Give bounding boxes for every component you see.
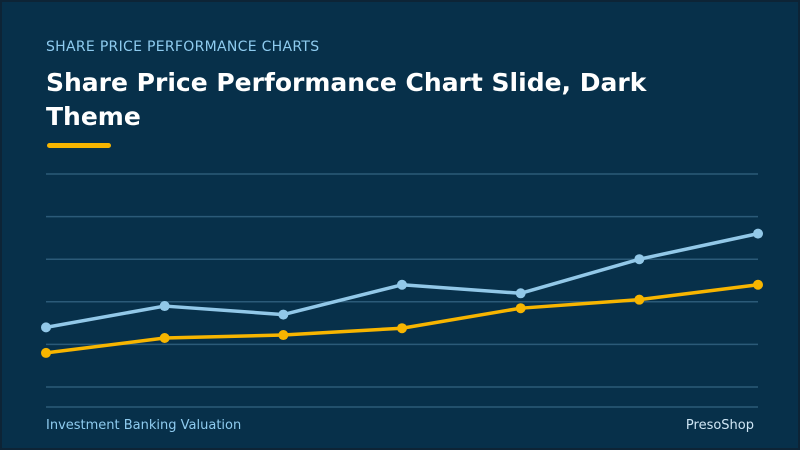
chart-gridlines bbox=[46, 173, 758, 408]
slide-eyebrow: SHARE PRICE PERFORMANCE CHARTS bbox=[46, 39, 320, 55]
footer-left-label: Investment Banking Valuation bbox=[46, 418, 242, 433]
footer-brand: PresoShop bbox=[685, 418, 754, 433]
series-1-point-4 bbox=[397, 279, 407, 290]
series-2-point-6 bbox=[634, 294, 645, 305]
series-2-point-2 bbox=[159, 333, 170, 344]
series-1-point-6 bbox=[634, 254, 645, 265]
title-accent-bar bbox=[47, 143, 111, 148]
series-1-point-1 bbox=[41, 322, 51, 333]
series-2-point-7 bbox=[753, 279, 763, 290]
series-1-point-2 bbox=[159, 301, 170, 312]
series-1-point-7 bbox=[753, 228, 763, 239]
slide-title: Share Price Performance Chart Slide, Dar… bbox=[46, 68, 647, 131]
series-2-point-5 bbox=[515, 303, 526, 314]
chart-series bbox=[41, 228, 763, 358]
series-2-point-3 bbox=[278, 330, 289, 341]
series-line-2 bbox=[45, 283, 759, 355]
series-1-point-5 bbox=[515, 288, 526, 299]
series-2-point-4 bbox=[397, 323, 407, 334]
series-1-point-3 bbox=[278, 309, 289, 320]
series-2-point-1 bbox=[41, 347, 51, 358]
